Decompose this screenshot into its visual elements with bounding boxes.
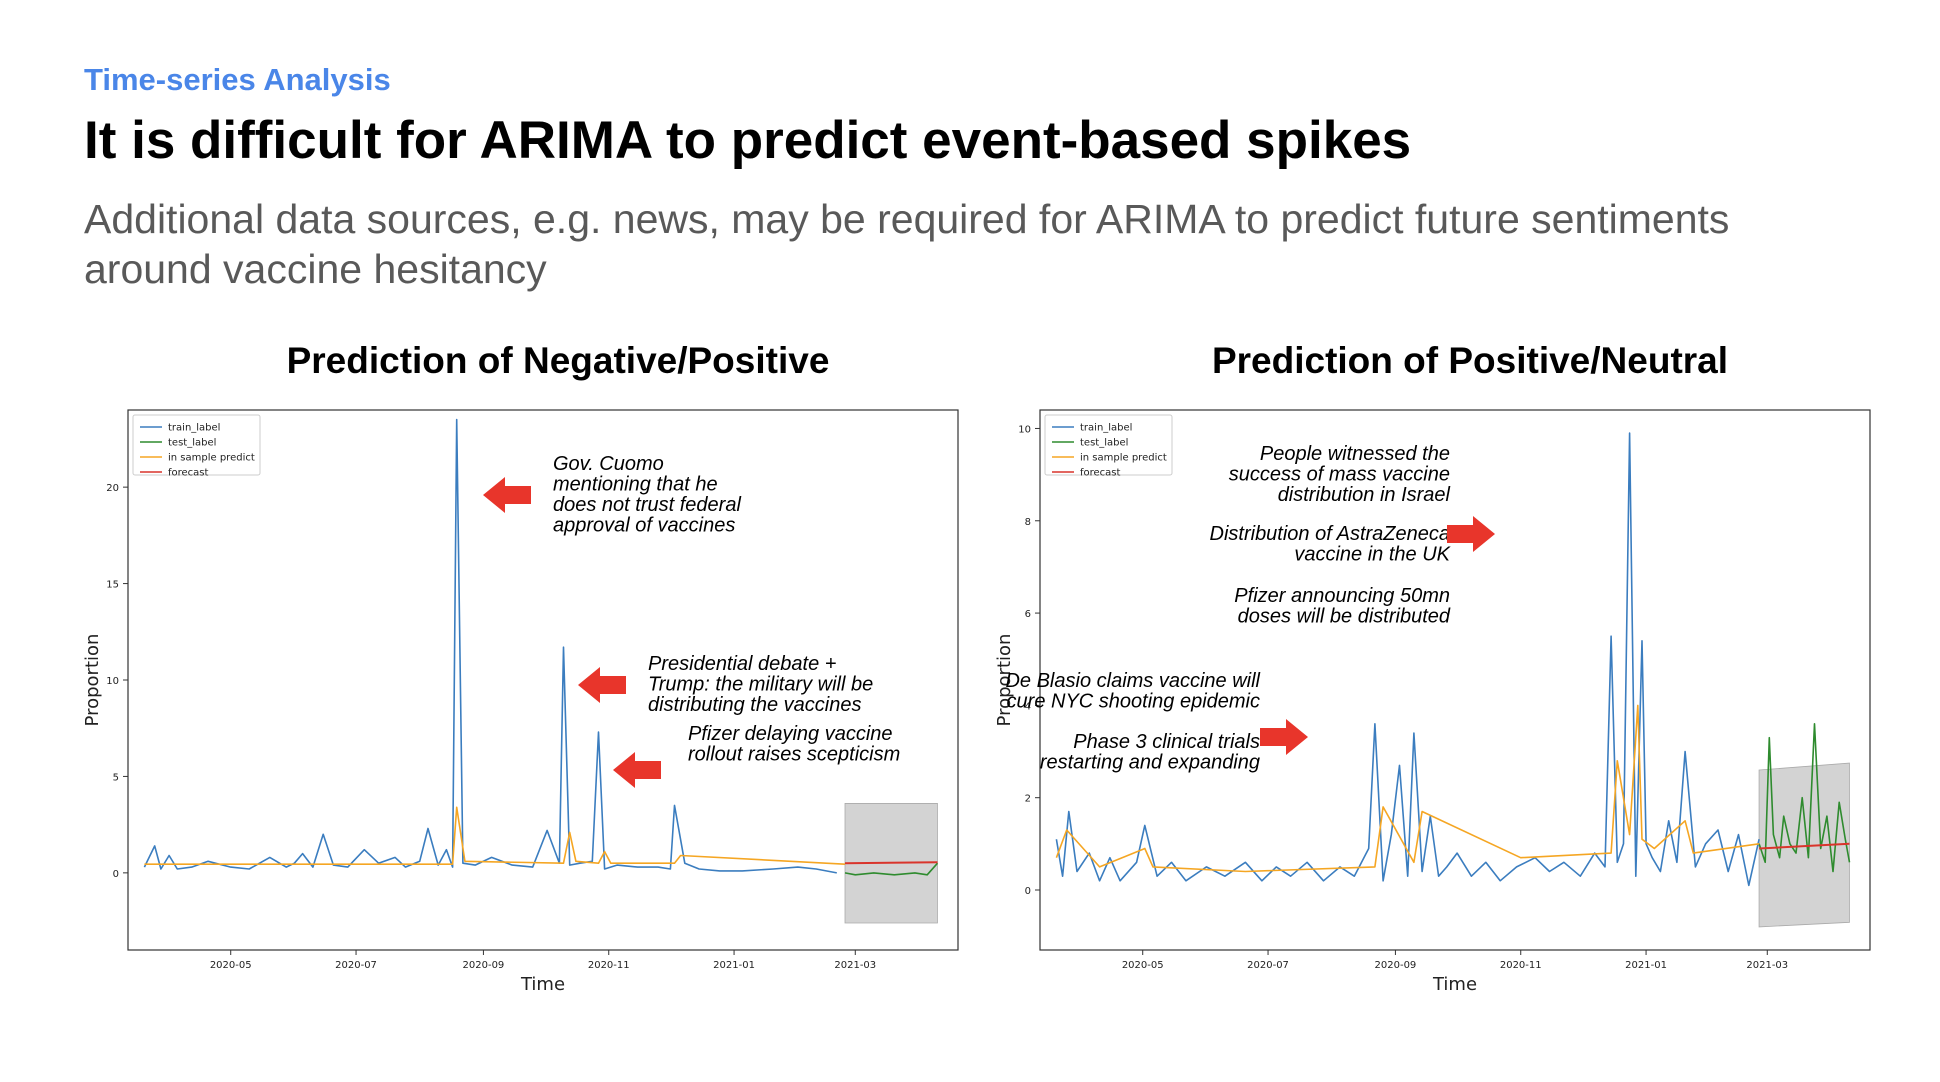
series-line-forecast [1759, 842, 1850, 850]
y-tick-label: 15 [106, 580, 119, 591]
y-tick-label: 0 [113, 869, 119, 880]
red-arrow-icon [1260, 719, 1308, 755]
annotation-text: Phase 3 clinical trials restarting and ex… [1040, 731, 1260, 774]
x-tick-label: 2021-01 [1625, 960, 1667, 971]
page-subtitle: Additional data sources, e.g. news, may … [84, 196, 1730, 292]
series-line-test_label [1758, 722, 1851, 873]
annotation-line: rollout raises scepticism [688, 744, 900, 766]
x-axis-label: Time [1432, 974, 1477, 995]
x-tick-label: 2020-11 [1500, 960, 1542, 971]
annotation-text: Gov. Cuomo mentioning that he does not tru… [553, 453, 741, 537]
red-arrow-icon [1447, 516, 1495, 552]
x-tick-label: 2020-05 [1122, 960, 1164, 971]
legend-label: test_label [1080, 438, 1128, 449]
annotation-text: De Blasio claims vaccine will cure NYC sh… [1005, 670, 1260, 713]
page-title: It is difficult for ARIMA to predict eve… [84, 111, 1412, 170]
legend-label: forecast [1080, 468, 1121, 479]
red-arrow-icon [613, 752, 661, 788]
legend-label: train_label [1080, 423, 1132, 434]
annotation-line: People witnessed the [1260, 443, 1450, 465]
y-tick-label: 2 [1025, 794, 1031, 805]
annotation-text: People witnessed the success of mass vacc… [1229, 443, 1451, 506]
legend-label: in sample predict [1080, 453, 1167, 464]
annotation-line: approval of vaccines [553, 515, 735, 537]
annotation-line: success of mass vaccine [1229, 464, 1450, 486]
legend-label: test_label [168, 438, 216, 449]
y-tick-label: 20 [106, 483, 119, 494]
chart-positive-neutral: 2020-05 2020-07 2020-09 2020-11 2021-01 2021-… [994, 409, 1871, 995]
chart-title-positive-neutral: Prediction of Positive/Neutral [1211, 340, 1729, 381]
annotation-line: does not trust federal [553, 494, 741, 516]
confidence-band [1758, 762, 1850, 928]
x-tick-label: 2021-03 [1746, 960, 1788, 971]
series-line-train_label [1055, 432, 1760, 887]
annotation-text: Presidential debate + Trump: the military… [648, 653, 873, 716]
y-tick-label: 6 [1025, 609, 1031, 620]
legend-label: forecast [168, 468, 209, 479]
x-tick-label: 2021-03 [834, 960, 876, 971]
annotation-line: distribution in Israel [1278, 484, 1451, 506]
x-tick-label: 2020-05 [210, 960, 252, 971]
annotation-line: doses will be distributed [1238, 606, 1451, 628]
section-eyebrow: Time-series Analysis [84, 62, 391, 97]
annotation-line: mentioning that he [553, 474, 718, 496]
annotation-line: vaccine in the UK [1294, 544, 1451, 566]
chart-negative-positive: 2020-05 2020-07 2020-09 2020-11 2021-01 2021-… [82, 409, 959, 995]
x-tick-label: 2020-11 [588, 960, 630, 971]
annotation-line: cure NYC shooting epidemic [1007, 691, 1260, 713]
x-tick-label: 2021-01 [713, 960, 755, 971]
legend-box [132, 414, 261, 476]
red-arrow-icon [578, 667, 626, 703]
x-tick-label: 2020-07 [1247, 960, 1289, 971]
red-arrow-icon [483, 477, 531, 513]
annotation-line: Phase 3 clinical trials [1073, 731, 1260, 753]
legend-label: in sample predict [168, 453, 255, 464]
y-tick-label: 8 [1025, 517, 1031, 528]
annotation-text: Pfizer delaying vaccine rollout raises sc… [688, 723, 900, 766]
y-tick-label: 0 [1025, 886, 1031, 897]
series-line-forecast [844, 861, 938, 865]
y-tick-label: 4 [1025, 701, 1031, 712]
legend-label: train_label [168, 423, 220, 434]
legend-box [1044, 414, 1173, 476]
annotation-line: De Blasio claims vaccine will [1005, 670, 1260, 692]
x-tick-label: 2020-09 [1375, 960, 1417, 971]
annotation-text: Distribution of AstraZeneca vaccine in th… [1210, 523, 1452, 566]
y-tick-label: 5 [113, 772, 119, 783]
annotation-line: Presidential debate + [648, 653, 836, 675]
annotation-line: Pfizer announcing 50mn [1234, 585, 1450, 607]
chart-title-negative-positive: Prediction of Negative/Positive [286, 340, 830, 381]
annotation-text: Pfizer announcing 50mn doses will be dist… [1234, 585, 1451, 628]
y-tick-label: 10 [1018, 424, 1031, 435]
y-axis-label: Proportion [994, 634, 1015, 727]
annotation-line: restarting and expanding [1040, 752, 1260, 774]
annotation-line: Distribution of AstraZeneca [1210, 523, 1450, 545]
annotation-line: Pfizer delaying vaccine [688, 723, 893, 745]
series-line-test_label [844, 862, 939, 876]
x-tick-label: 2020-07 [335, 960, 377, 971]
series-line-in-sample-predict [1055, 704, 1760, 873]
x-tick-label: 2020-09 [463, 960, 505, 971]
annotation-line: Gov. Cuomo [553, 453, 664, 475]
series-line-in-sample-predict [144, 806, 846, 866]
y-axis-label: Proportion [82, 634, 103, 727]
annotation-line: Trump: the military will be [648, 674, 873, 696]
x-axis-label: Time [520, 974, 565, 995]
annotation-line: distributing the vaccines [648, 694, 861, 716]
y-tick-label: 10 [106, 676, 119, 687]
series-line-train_label [143, 418, 837, 874]
